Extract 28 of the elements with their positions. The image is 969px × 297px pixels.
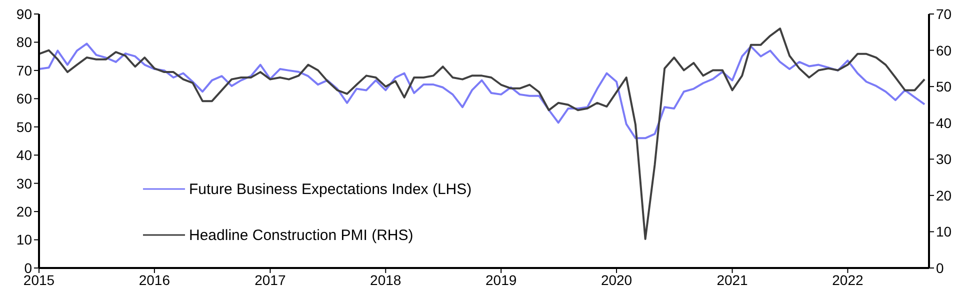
line-series (39, 42, 926, 140)
y2-tick-label: 40 (936, 114, 952, 131)
y2-tick-label: 50 (936, 78, 952, 95)
legend-label: Future Business Expectations Index (LHS) (189, 180, 472, 198)
y-tick-label: 30 (16, 175, 32, 192)
y2-tick-label: 30 (936, 151, 952, 168)
y2-tick-label: 20 (936, 187, 952, 204)
x-tick-label: 2016 (138, 272, 170, 288)
y2-tick-label: 70 (936, 6, 952, 22)
y-tick-label: 20 (16, 204, 32, 220)
y-tick-label: 0 (24, 260, 32, 276)
y-tick-label: 80 (16, 34, 32, 50)
y2-tick-label: 10 (936, 224, 952, 240)
y-tick-label: 50 (16, 118, 32, 135)
legend-label: Headline Construction PMI (RHS) (189, 226, 414, 244)
y-tick-label: 70 (16, 62, 32, 78)
y-tick-label: 10 (16, 232, 32, 248)
y-tick-label: 90 (16, 6, 32, 22)
y-tick-label: 40 (16, 147, 32, 164)
x-tick-label: 2017 (254, 272, 286, 288)
y-tick-label: 60 (16, 90, 32, 107)
y2-tick-label: 0 (936, 260, 944, 276)
x-tick-label: 2019 (486, 272, 517, 288)
x-tick-label: 2020 (600, 272, 632, 288)
x-tick-label: 2021 (716, 272, 748, 288)
x-tick-label: 2022 (832, 272, 864, 288)
x-tick-label: 2018 (370, 272, 402, 288)
y2-tick-label: 60 (936, 42, 952, 58)
